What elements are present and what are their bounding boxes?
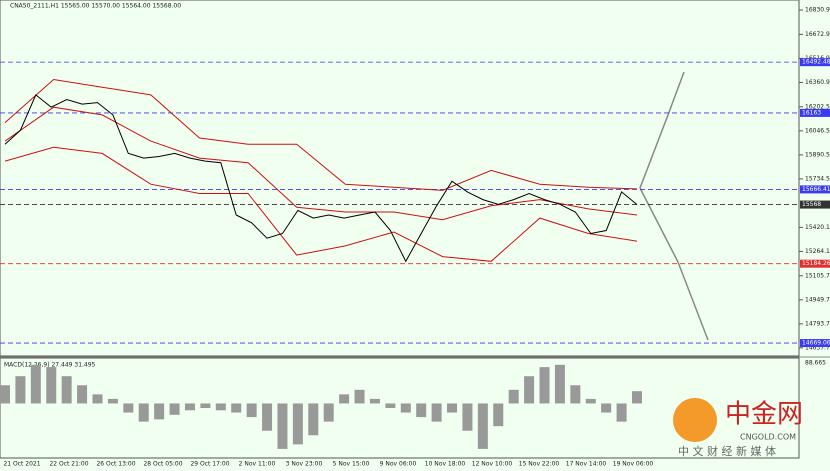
macd-bar <box>323 403 334 422</box>
level-box <box>800 108 830 117</box>
macd-bar <box>477 403 488 449</box>
price-tick-label: 15264.1 <box>805 248 830 255</box>
time-label: 3 Nov 23:00 <box>286 461 323 468</box>
macd-bar <box>77 385 88 404</box>
price-tick-label: 16046.5 <box>805 127 830 134</box>
macd-bar <box>0 385 10 404</box>
projection-down <box>639 187 709 341</box>
macd-bar <box>169 403 180 415</box>
time-label: 29 Oct 17:00 <box>190 461 229 468</box>
price-tick-label: 14637.7 <box>805 344 830 351</box>
watermark-name: 中金网 <box>725 400 803 430</box>
macd-label: MACD(12,26,9) 27.449 31.495 <box>4 362 96 369</box>
macd-bar <box>15 376 26 404</box>
macd-bar <box>431 403 442 422</box>
macd-bar <box>508 389 519 404</box>
macd-bar <box>184 403 195 411</box>
time-label: 12 Nov 10:00 <box>472 461 513 468</box>
upper-line <box>4 78 638 191</box>
level-box <box>800 339 830 348</box>
macd-bar <box>416 403 427 418</box>
level-label: 15184.26 <box>802 260 830 267</box>
time-label: 21 Oct 2021 <box>3 461 40 468</box>
macd-bar <box>246 403 257 418</box>
level-label: 15666.41 <box>802 186 830 193</box>
level-label: 14669.06 <box>802 340 830 347</box>
logo <box>673 398 717 442</box>
price-tick-label: 16830.94 <box>805 7 830 14</box>
time-label: 15 Nov 22:00 <box>519 461 560 468</box>
lower-line <box>4 146 638 262</box>
macd-bar <box>61 376 72 404</box>
macd-bar <box>339 394 350 404</box>
middle-line <box>4 106 638 221</box>
header: CNA50_2111,H1 15565.00 15570.00 15564.00… <box>10 3 181 10</box>
main-frame <box>0 0 800 357</box>
macd-bar <box>369 398 380 404</box>
macd-bar <box>400 403 411 413</box>
time-label: 2 Nov 11:00 <box>239 461 276 468</box>
macd-bar <box>539 367 550 404</box>
macd-bar <box>46 367 57 404</box>
time-label: 26 Oct 13:00 <box>96 461 135 468</box>
macd-bar <box>123 403 134 413</box>
time-label: 9 Nov 06:00 <box>380 461 417 468</box>
time-label: 22 Oct 21:00 <box>49 461 88 468</box>
price-tick-label: 16360.9 <box>805 79 830 86</box>
price-tick-label: 16672.9 <box>805 31 830 38</box>
macd-bar <box>524 376 535 404</box>
macd-bar <box>30 364 41 404</box>
macd-frame <box>0 357 800 459</box>
level-box <box>800 58 830 67</box>
time-label: 5 Nov 15:00 <box>333 461 370 468</box>
macd-bar <box>107 398 118 404</box>
macd-bar <box>92 394 103 404</box>
macd-bar <box>447 403 458 413</box>
level-box <box>800 185 830 194</box>
watermark-slogan: 中 文 财 经 新 媒 体 <box>678 444 776 458</box>
time-label: 10 Nov 18:00 <box>425 461 466 468</box>
price-tick-label: 15420.1 <box>805 224 830 231</box>
macd-bar <box>616 403 627 422</box>
macd-bar <box>570 385 581 404</box>
macd-bar <box>385 403 396 408</box>
macd-bar <box>277 403 288 449</box>
level-label: 16492.48 <box>802 59 830 66</box>
macd-bar <box>354 389 365 404</box>
macd-bar <box>154 403 165 420</box>
price-tick-label: 15734.5 <box>805 175 830 182</box>
close-line <box>4 94 638 263</box>
time-label: 19 Nov 06:00 <box>613 461 654 468</box>
level-box <box>800 259 830 268</box>
macd-bar <box>601 403 612 413</box>
macd-bar <box>200 403 211 408</box>
level-label: 16163 <box>802 109 821 116</box>
time-label: 28 Oct 05:00 <box>143 461 182 468</box>
time-label: 17 Nov 14:00 <box>566 461 607 468</box>
level-box <box>800 200 830 209</box>
price-tick-label: 14949.7 <box>805 296 830 303</box>
watermark-site: CNGOLD.COM <box>740 433 796 442</box>
level-label: 15568 <box>802 201 821 208</box>
macd-bar <box>493 403 504 427</box>
projection-up <box>639 71 685 189</box>
price-tick-label: 14793.7 <box>805 320 830 327</box>
price-tick-label: 15890.5 <box>805 151 830 158</box>
macd-bar <box>215 403 226 411</box>
macd-bar <box>292 403 303 445</box>
macd-bar <box>462 403 473 431</box>
macd-tick-label: 88.665 <box>805 360 826 367</box>
macd-bar <box>308 403 319 436</box>
macd-bar <box>262 403 273 431</box>
macd-bar <box>632 391 642 404</box>
macd-bar <box>138 403 149 422</box>
macd-bar <box>231 403 242 413</box>
macd-bar <box>554 364 565 404</box>
macd-bar <box>585 398 596 404</box>
price-tick-label: 15105.7 <box>805 272 830 279</box>
price-tick-label: 16202.5 <box>805 103 830 110</box>
